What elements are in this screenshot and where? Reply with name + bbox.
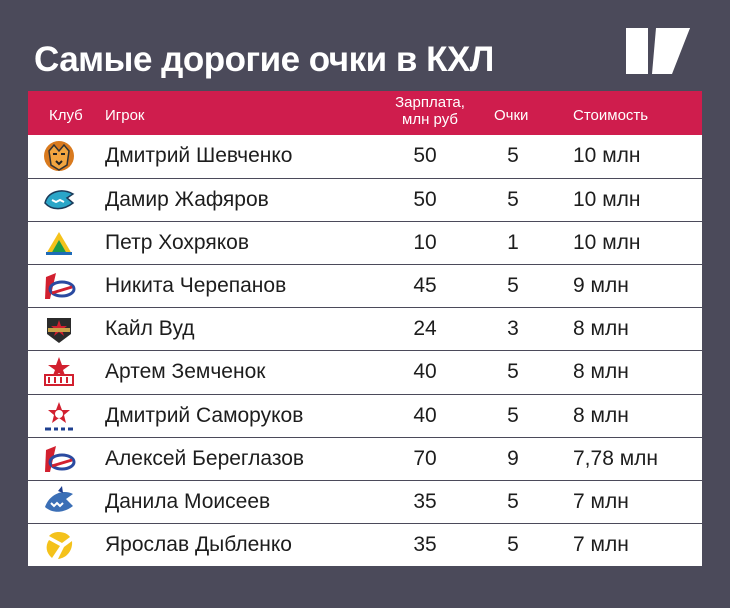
points-value: 5 [507, 144, 519, 167]
cost-value: 10 млн [573, 144, 641, 167]
table-row: Дмитрий Шевченко 50 5 10 млн [28, 135, 702, 178]
points-value: 9 [507, 446, 519, 470]
yellow-emblem [42, 528, 76, 562]
salary-value: 10 [413, 231, 437, 255]
points-value: 3 [507, 317, 519, 341]
cost-value: 8 млн [573, 403, 629, 427]
table-row: Никита Черепанов 45 5 9 млн [28, 264, 702, 307]
cost-value: 10 млн [573, 231, 641, 255]
cost-value: 7,78 млн [573, 446, 658, 470]
shark-emblem [42, 485, 76, 519]
redstar-emblem [42, 312, 76, 346]
points-value: 5 [507, 403, 519, 427]
player-name: Петр Хохряков [105, 231, 249, 255]
table-row: Ярослав Дыбленко 35 5 7 млн [28, 522, 702, 566]
salavat-emblem [42, 226, 76, 260]
cska-emblem [42, 399, 76, 433]
table-body: Дмитрий Шевченко 50 5 10 млн Дамир Жафяров 50… [28, 135, 702, 566]
cost-value: 7 млн [573, 489, 629, 513]
player-name: Данила Моисеев [105, 489, 271, 513]
salary-value: 35 [413, 489, 437, 513]
player-name: Дмитрий Шевченко [105, 144, 293, 167]
table-row: Данила Моисеев 35 5 7 млн [28, 479, 702, 523]
salary-header-line2: млн руб [402, 111, 458, 128]
player-name: Дамир Жафяров [105, 188, 269, 212]
salary-header-line1: Зарплата, [395, 94, 465, 111]
column-header-player: Игрок [105, 107, 145, 124]
brand-logo-icon [626, 28, 690, 74]
table-row: Петр Хохряков 10 1 10 млн [28, 221, 702, 264]
salary-value: 35 [413, 532, 437, 556]
salary-value: 50 [413, 188, 437, 212]
table-row: Алексей Береглазов 70 9 7,78 млн [28, 436, 702, 480]
player-name: Артем Земченок [105, 360, 266, 384]
salary-value: 50 [413, 144, 437, 167]
salary-value: 70 [413, 446, 437, 470]
table-row: Дамир Жафяров 50 5 10 млн [28, 178, 702, 221]
lokomotiv-emblem [42, 442, 76, 476]
points-value: 1 [507, 231, 519, 255]
player-name: Ярослав Дыбленко [105, 532, 292, 556]
player-name: Дмитрий Саморуков [105, 403, 304, 427]
cost-value: 9 млн [573, 274, 629, 298]
column-header-cost: Стоимость [573, 107, 649, 124]
column-header-salary: Зарплата, млн руб [380, 94, 480, 128]
leopard-emblem [42, 183, 76, 217]
cost-value: 7 млн [573, 532, 629, 556]
table-row: Артем Земченок 40 5 8 млн [28, 350, 702, 393]
lokomotiv-emblem [42, 269, 76, 303]
salary-value: 24 [413, 317, 437, 341]
points-value: 5 [507, 532, 519, 556]
salary-value: 40 [413, 403, 437, 427]
ska-emblem [42, 355, 76, 389]
cost-value: 10 млн [573, 188, 641, 212]
points-value: 5 [507, 489, 519, 513]
points-value: 5 [507, 274, 519, 298]
points-value: 5 [507, 360, 519, 384]
tiger-emblem [42, 139, 76, 173]
table-row: Дмитрий Саморуков 40 5 8 млн [28, 393, 702, 437]
player-name: Кайл Вуд [105, 317, 195, 341]
table-header: Клуб Игрок Зарплата, млн руб Очки Стоимо… [28, 91, 702, 135]
cost-value: 8 млн [573, 360, 629, 384]
column-header-points: Очки [494, 107, 529, 124]
player-name: Никита Черепанов [105, 274, 287, 298]
page-title: Самые дорогие очки в КХЛ [34, 40, 494, 79]
salary-value: 45 [413, 274, 437, 298]
points-value: 5 [507, 188, 519, 212]
pricey-points-table: Клуб Игрок Зарплата, млн руб Очки Стоимо… [28, 91, 702, 566]
player-name: Алексей Береглазов [105, 446, 305, 470]
salary-value: 40 [413, 360, 437, 384]
column-header-club: Клуб [49, 107, 83, 124]
table-row: Кайл Вуд 24 3 8 млн [28, 307, 702, 350]
cost-value: 8 млн [573, 317, 629, 341]
